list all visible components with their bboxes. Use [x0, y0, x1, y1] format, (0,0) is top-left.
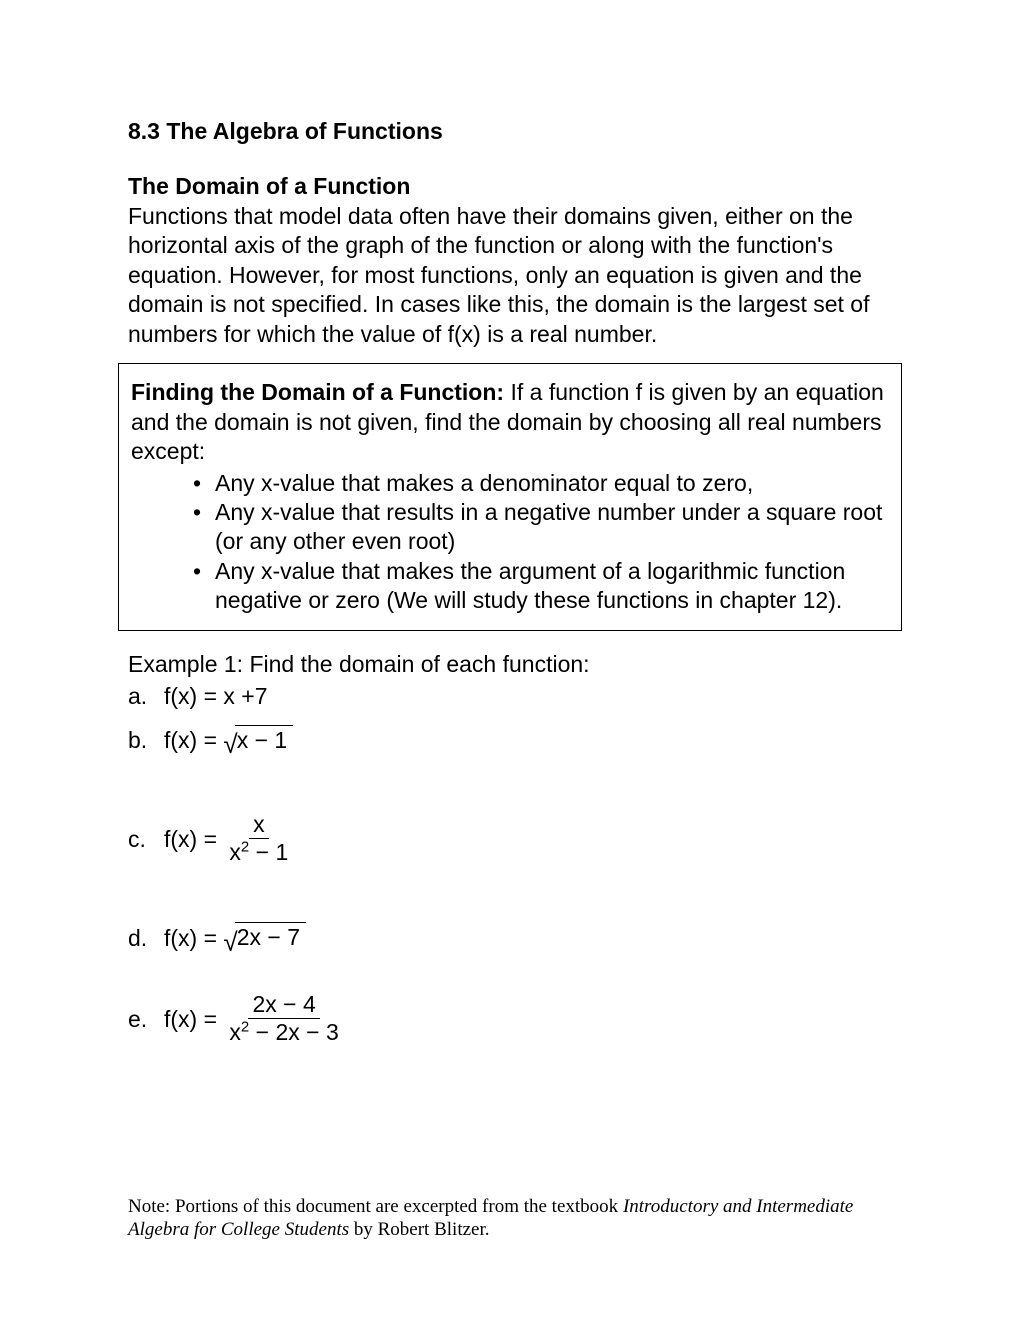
fx-prefix: f(x) =: [164, 823, 217, 855]
den-base: x: [229, 1019, 241, 1045]
example-label: e.: [128, 1003, 164, 1035]
sqrt-symbol: √: [223, 929, 237, 955]
footer-suffix: by Robert Blitzer.: [349, 1219, 489, 1240]
fraction: 2x − 4 x2 − 2x − 3: [225, 992, 342, 1046]
example-math: f(x) = x +7: [164, 680, 268, 712]
den-rest: − 1: [249, 839, 288, 865]
fx-prefix: f(x) =: [164, 724, 217, 756]
fraction-denominator: x2 − 1: [225, 839, 292, 865]
footer-note: Note: Portions of this document are exce…: [128, 1195, 892, 1243]
den-exp: 2: [241, 839, 249, 856]
footer-prefix: Note: Portions of this document are exce…: [128, 1196, 623, 1217]
fraction-numerator: x: [249, 812, 269, 839]
rule-heading: Finding the Domain of a Function:: [131, 379, 504, 405]
example-item-b: b. f(x) = √ x − 1: [128, 724, 892, 756]
fx-prefix: f(x) =: [164, 1003, 217, 1035]
example-item-e: e. f(x) = 2x − 4 x2 − 2x − 3: [128, 992, 892, 1046]
rule-intro: Finding the Domain of a Function: If a f…: [131, 378, 889, 466]
fraction-denominator: x2 − 2x − 3: [225, 1019, 342, 1045]
example-intro: Example 1: Find the domain of each funct…: [128, 651, 892, 678]
example-math: f(x) = √ 2x − 7: [164, 922, 306, 954]
den-exp: 2: [241, 1018, 249, 1035]
section-title: 8.3 The Algebra of Functions: [128, 118, 892, 145]
example-math: f(x) = √ x − 1: [164, 724, 293, 756]
example-item-a: a. f(x) = x +7: [128, 680, 892, 712]
rule-bullet: Any x-value that results in a negative n…: [193, 498, 889, 557]
sqrt: √ x − 1: [223, 725, 293, 756]
rule-bullet: Any x-value that makes the argument of a…: [193, 557, 889, 616]
example-item-d: d. f(x) = √ 2x − 7: [128, 922, 892, 954]
example-label: d.: [128, 922, 164, 954]
subsection-title: The Domain of a Function: [128, 173, 892, 200]
sqrt-radicand: x − 1: [235, 725, 294, 756]
example-label: b.: [128, 724, 164, 756]
example-math: f(x) = x x2 − 1: [164, 812, 294, 866]
fraction: x x2 − 1: [225, 812, 292, 866]
example-math: f(x) = 2x − 4 x2 − 2x − 3: [164, 992, 345, 1046]
rule-bullet-list: Any x-value that makes a denominator equ…: [131, 469, 889, 616]
den-rest: − 2x − 3: [249, 1019, 339, 1045]
example-label: a.: [128, 680, 164, 712]
fraction-numerator: 2x − 4: [248, 992, 319, 1019]
rule-bullet: Any x-value that makes a denominator equ…: [193, 469, 889, 498]
example-label: c.: [128, 823, 164, 855]
subsection-body: Functions that model data often have the…: [128, 202, 892, 349]
fx-prefix: f(x) =: [164, 922, 217, 954]
sqrt: √ 2x − 7: [223, 922, 306, 953]
sqrt-symbol: √: [223, 731, 237, 757]
den-base: x: [229, 839, 241, 865]
rule-box: Finding the Domain of a Function: If a f…: [118, 363, 902, 631]
example-item-c: c. f(x) = x x2 − 1: [128, 812, 892, 866]
sqrt-radicand: 2x − 7: [235, 922, 306, 953]
